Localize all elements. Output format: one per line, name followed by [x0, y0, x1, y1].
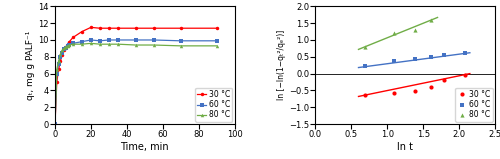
Legend: 30 °C, 60 °C, 80 °C: 30 °C, 60 °C, 80 °C: [456, 88, 492, 122]
30 °C: [59, 54, 65, 56]
30 °C: [54, 81, 60, 83]
80 °C: [106, 43, 112, 45]
30 °C: [63, 46, 69, 48]
80 °C: [59, 49, 65, 51]
80 °C: [428, 19, 434, 21]
60 °C: [64, 45, 70, 47]
60 °C: [151, 39, 157, 41]
60 °C: [178, 40, 184, 42]
30 °C: [412, 90, 418, 92]
60 °C: [88, 39, 94, 41]
80 °C: [97, 43, 103, 45]
60 °C: [58, 56, 64, 58]
30 °C: [88, 26, 94, 28]
30 °C: [64, 43, 70, 45]
30 °C: [115, 27, 121, 29]
X-axis label: Time, min: Time, min: [120, 142, 169, 152]
30 °C: [58, 60, 64, 62]
60 °C: [362, 65, 368, 67]
Line: 80 °C: 80 °C: [54, 42, 218, 126]
60 °C: [106, 39, 112, 41]
60 °C: [61, 48, 67, 50]
Legend: 30 °C, 60 °C, 80 °C: 30 °C, 60 °C, 80 °C: [195, 88, 232, 122]
60 °C: [133, 39, 139, 41]
30 °C: [462, 74, 468, 76]
80 °C: [79, 43, 85, 45]
30 °C: [70, 37, 76, 38]
80 °C: [362, 46, 368, 48]
30 °C: [97, 27, 103, 29]
60 °C: [56, 62, 62, 64]
80 °C: [63, 46, 69, 48]
X-axis label: ln t: ln t: [397, 142, 413, 152]
Line: 30 °C: 30 °C: [54, 26, 218, 126]
80 °C: [133, 44, 139, 46]
80 °C: [61, 47, 67, 49]
80 °C: [88, 42, 94, 44]
60 °C: [441, 54, 447, 56]
30 °C: [428, 86, 434, 88]
30 °C: [214, 27, 220, 29]
80 °C: [70, 43, 76, 45]
30 °C: [441, 79, 447, 81]
80 °C: [56, 60, 62, 62]
60 °C: [54, 73, 60, 75]
80 °C: [178, 45, 184, 47]
80 °C: [66, 44, 72, 46]
Y-axis label: qₜ, mg g PALF⁻¹: qₜ, mg g PALF⁻¹: [26, 31, 36, 100]
60 °C: [63, 47, 69, 48]
60 °C: [392, 60, 398, 62]
Line: 80 °C: 80 °C: [363, 18, 433, 49]
30 °C: [79, 31, 85, 33]
Line: 60 °C: 60 °C: [363, 51, 467, 68]
80 °C: [392, 32, 398, 34]
60 °C: [428, 56, 434, 58]
30 °C: [66, 41, 72, 43]
Line: 60 °C: 60 °C: [54, 38, 218, 126]
80 °C: [115, 43, 121, 45]
80 °C: [151, 44, 157, 46]
Line: 30 °C: 30 °C: [363, 73, 467, 97]
80 °C: [412, 29, 418, 31]
30 °C: [61, 49, 67, 51]
60 °C: [66, 44, 72, 46]
60 °C: [70, 42, 76, 44]
60 °C: [214, 40, 220, 42]
60 °C: [79, 41, 85, 43]
30 °C: [362, 94, 368, 96]
30 °C: [133, 27, 139, 29]
80 °C: [214, 45, 220, 47]
60 °C: [412, 58, 418, 60]
30 °C: [178, 27, 184, 29]
60 °C: [115, 39, 121, 41]
80 °C: [58, 53, 64, 55]
60 °C: [97, 40, 103, 42]
80 °C: [52, 123, 58, 125]
30 °C: [106, 27, 112, 29]
30 °C: [392, 92, 398, 94]
80 °C: [64, 45, 70, 47]
Y-axis label: ln [−ln(1−qₜ²/qₑ²)]: ln [−ln(1−qₜ²/qₑ²)]: [278, 30, 286, 100]
30 °C: [52, 123, 58, 125]
80 °C: [54, 68, 60, 70]
60 °C: [52, 123, 58, 125]
60 °C: [59, 52, 65, 54]
30 °C: [151, 27, 157, 29]
30 °C: [56, 68, 62, 70]
60 °C: [462, 52, 468, 54]
